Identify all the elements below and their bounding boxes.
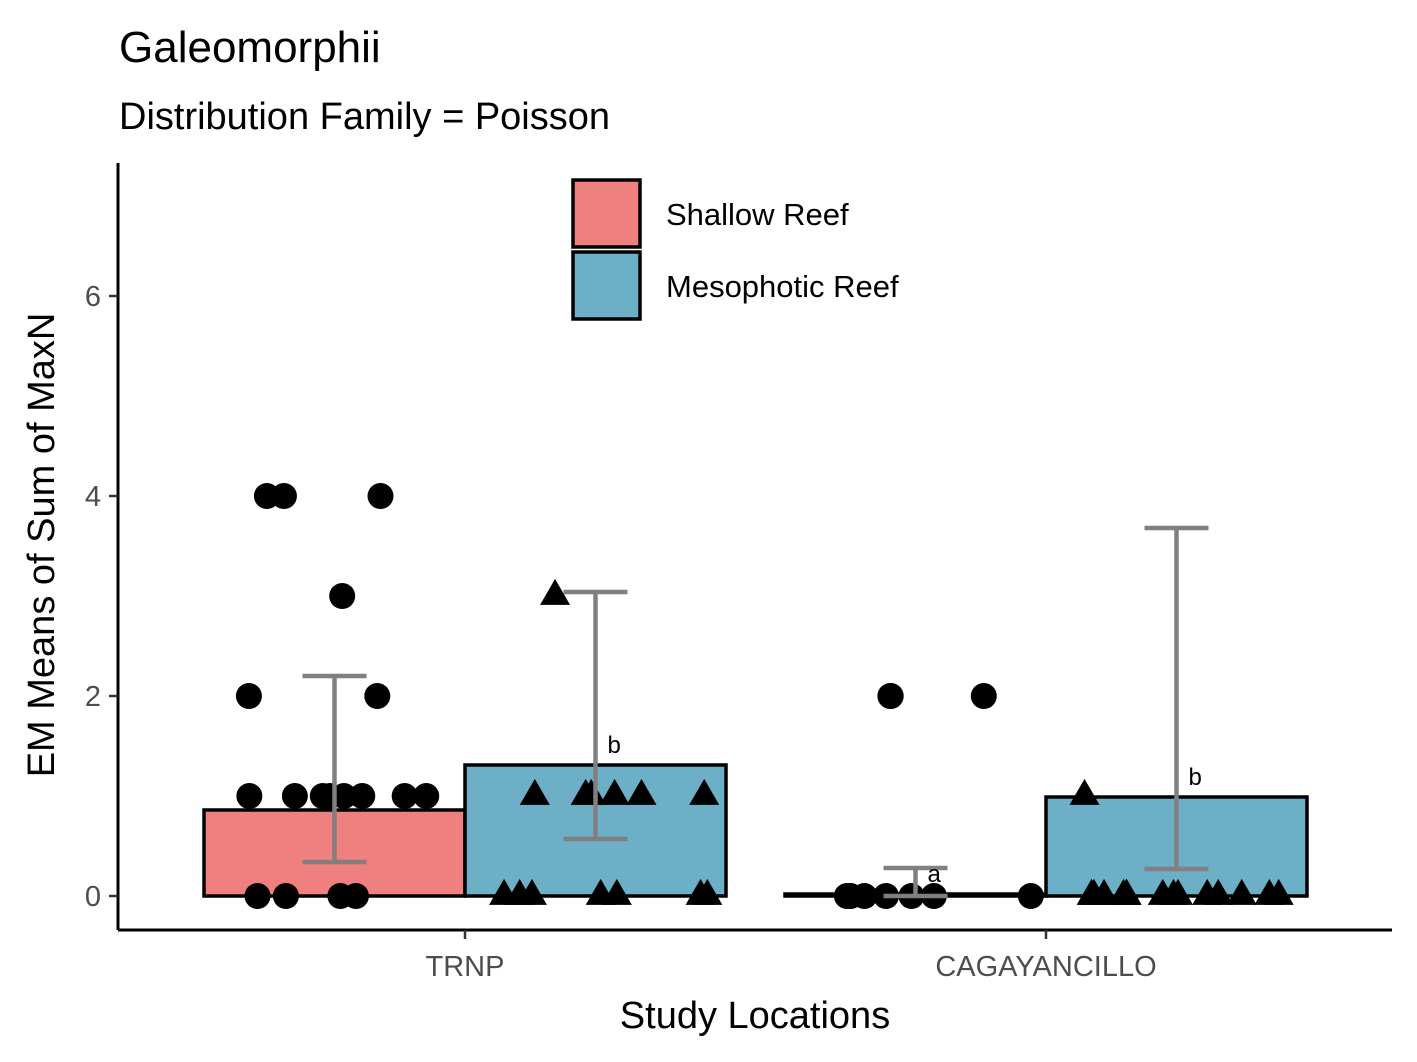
data-point	[833, 883, 860, 909]
data-point	[1158, 878, 1189, 905]
error-bar	[1144, 525, 1209, 872]
significance-label: b	[1189, 764, 1202, 791]
error-bar	[883, 865, 948, 899]
data-point	[1203, 878, 1234, 905]
data-point	[309, 783, 336, 809]
data-point	[689, 778, 720, 805]
axes: 0 2 4 6 TRNP CAGAYANCILLO	[85, 163, 1392, 983]
legend-key-shallow-reef	[571, 178, 642, 249]
error-bar	[302, 673, 367, 865]
legend-label: Shallow Reef	[666, 197, 849, 232]
data-point	[970, 683, 997, 709]
data-point	[329, 583, 356, 609]
data-point	[540, 578, 571, 605]
chart-subtitle: Distribution Family = Poisson	[119, 96, 610, 138]
data-point	[504, 878, 535, 905]
error-bar	[563, 589, 628, 842]
data-point	[235, 683, 262, 709]
data-point	[1069, 778, 1100, 805]
plot-area: b a b	[202, 483, 1309, 909]
data-point	[877, 683, 904, 709]
data-point	[253, 483, 280, 509]
x-tick-label: TRNP	[426, 951, 505, 983]
data-point	[272, 883, 299, 909]
legend: Shallow Reef Mesophotic Reef	[571, 178, 899, 321]
x-tick-label: CAGAYANCILLO	[935, 951, 1156, 983]
data-point	[1078, 878, 1109, 905]
significance-label: b	[608, 732, 621, 759]
data-point	[1108, 878, 1139, 905]
y-tick-label: 2	[85, 681, 101, 713]
y-tick-label: 4	[85, 481, 101, 513]
data-point	[1017, 883, 1044, 909]
data-point	[330, 783, 357, 809]
data-point	[236, 783, 263, 809]
data-point	[585, 878, 616, 905]
data-point	[342, 883, 369, 909]
x-axis-title: Study Locations	[620, 995, 890, 1037]
data-point	[244, 883, 271, 909]
data-point	[692, 878, 723, 905]
data-point	[367, 483, 394, 509]
chart-title: Galeomorphii	[119, 23, 381, 72]
data-point	[364, 683, 391, 709]
data-point	[391, 783, 418, 809]
y-tick-label: 6	[85, 281, 101, 313]
data-point	[1254, 878, 1285, 905]
y-tick-label: 0	[85, 881, 101, 913]
y-axis-title: EM Means of Sum of MaxN	[21, 313, 63, 778]
data-point	[1226, 878, 1257, 905]
data-point	[281, 783, 308, 809]
legend-key-mesophotic-reef	[571, 250, 642, 321]
data-point	[413, 783, 440, 809]
data-point	[519, 778, 550, 805]
data-point	[626, 778, 657, 805]
data-point	[570, 778, 601, 805]
data-point	[349, 783, 376, 809]
data-point	[599, 778, 630, 805]
legend-label: Mesophotic Reef	[666, 269, 899, 304]
significance-label: a	[928, 861, 942, 888]
